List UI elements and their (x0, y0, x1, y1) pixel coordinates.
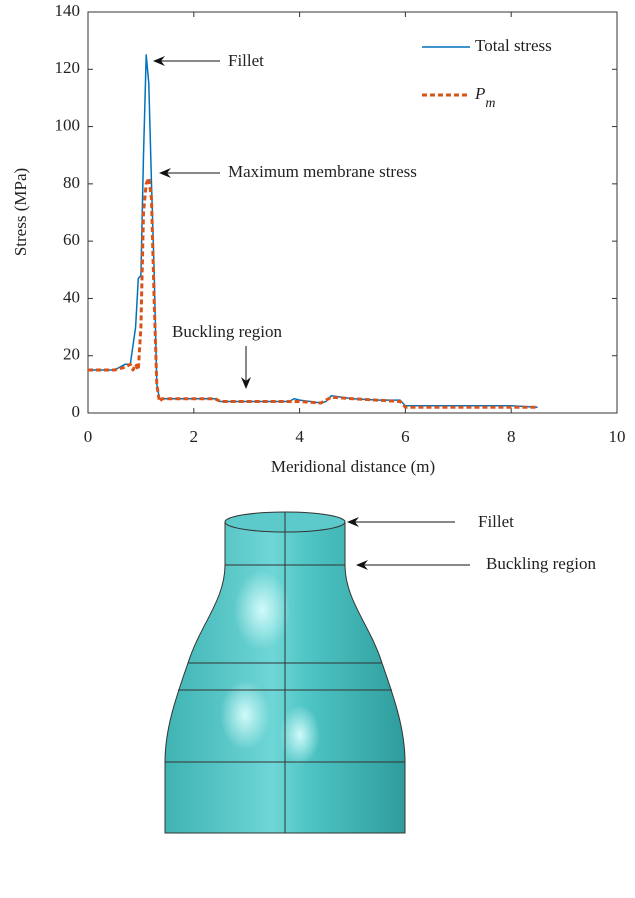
x-tick-label: 10 (609, 427, 626, 446)
annotation: Fillet (228, 51, 264, 70)
legend-subscript: m (485, 96, 495, 111)
y-tick-label: 60 (63, 230, 80, 249)
x-tick-label: 2 (190, 427, 199, 446)
y-tick-label: 0 (72, 402, 81, 421)
series-line (88, 178, 538, 407)
y-tick-label: 20 (63, 345, 80, 364)
x-tick-label: 0 (84, 427, 93, 446)
plot-frame (88, 12, 617, 413)
y-tick-label: 140 (55, 1, 81, 20)
series-line (88, 55, 538, 407)
model: Fillet Buckling region (165, 512, 597, 833)
y-tick-label: 80 (63, 173, 80, 192)
x-tick-label: 4 (295, 427, 304, 446)
y-tick-label: 40 (63, 287, 80, 306)
x-tick-label: 8 (507, 427, 516, 446)
y-tick-label: 100 (55, 115, 81, 134)
annotation: Maximum membrane stress (228, 162, 417, 181)
y-tick-label: 120 (55, 58, 81, 77)
legend-label: Total stress (475, 36, 552, 55)
y-axis-label: Stress (MPa) (11, 168, 30, 256)
model-label: Fillet (478, 512, 514, 531)
annotation: Buckling region (172, 322, 283, 341)
legend-label: P (474, 84, 485, 103)
legend-label: Pm (474, 84, 496, 111)
legend-label: Total stress (475, 36, 552, 55)
model-label: Buckling region (486, 554, 597, 573)
x-tick-label: 6 (401, 427, 410, 446)
page: {"chart_data": {"type": "line", "xlabel"… (0, 0, 635, 898)
x-axis-label: Meridional distance (m) (271, 457, 435, 476)
figure: Meridional distance (m) Stress (MPa) Fil… (0, 0, 635, 893)
